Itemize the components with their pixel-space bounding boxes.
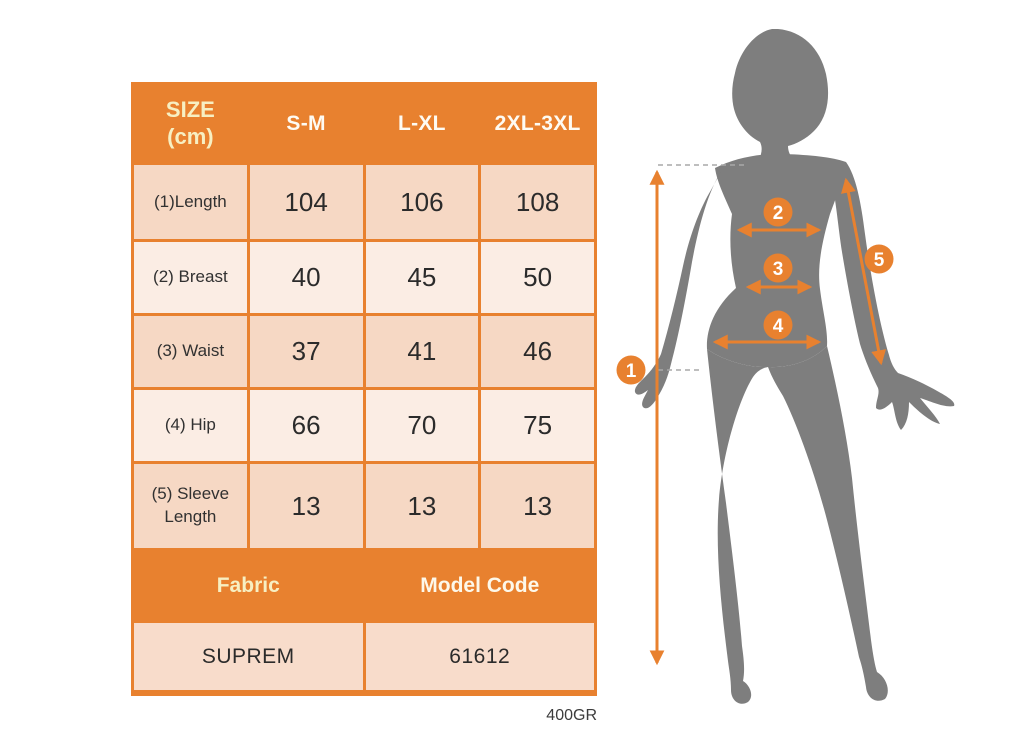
weight-note: 400GR [546,707,597,724]
breast-2xl3xl-value: 50 [523,262,553,292]
column-header-2xl3xl: 2XL-3XL [481,85,594,162]
head-shape [732,29,829,169]
column-header-sm-label: S-M [286,111,326,135]
sleeve-lxl-value: 13 [407,490,437,521]
row-waist-label-cell: (3) Waist [134,316,247,387]
length-lxl-value: 106 [400,186,444,217]
measure-marker-5: 5 [864,244,894,274]
hip-sm-value: 66 [291,410,321,440]
measure-marker-3: 3 [763,253,793,283]
size-table: SIZE (cm) S-M L-XL 2XL-3XL (1)Length 104… [131,82,597,696]
column-header-sm: S-M [249,85,363,162]
row-length-label-cell: (1)Length [134,165,247,239]
fabric-header-cell: Fabric [134,551,363,620]
right-leg-shape [768,346,888,701]
sleeve-lxl-cell: 13 [365,464,479,548]
marker-5-number: 5 [874,250,885,271]
fabric-header-label: Fabric [216,573,280,597]
measurement-arrows [649,169,886,666]
measure-marker-4: 4 [763,310,793,340]
breast-2xl3xl-cell: 50 [481,242,594,313]
fabric-value-cell: SUPREM [134,623,363,690]
sleeve-arrow [841,177,886,366]
hip-lxl-value: 70 [407,410,437,440]
marker-4-number: 4 [773,316,784,337]
marker-4-circle [763,310,793,340]
column-header-2xl3xl-label: 2XL-3XL [494,111,581,135]
breast-lxl-cell: 45 [365,242,479,313]
marker-2-circle [763,197,793,227]
breast-sm-cell: 40 [249,242,363,313]
row-waist-label: (3) Waist [156,341,225,361]
breast-lxl-value: 45 [407,262,437,292]
waist-sm-cell: 37 [249,316,363,387]
fabric-value: SUPREM [201,644,295,668]
row-hip-label: (4) Hip [164,415,216,435]
model-code-value: 61612 [449,644,511,668]
sleeve-sm-cell: 13 [249,464,363,548]
row-breast-label: (2) Breast [153,267,228,287]
row-sleeve-label: (5) Sleeve Length [151,484,230,526]
length-2xl3xl-cell: 108 [481,165,594,239]
waist-2xl3xl-cell: 46 [481,316,594,387]
dashed-guide-lines [658,164,746,371]
measure-marker-2: 2 [763,197,793,227]
model-code-header-label: Model Code [420,573,540,597]
marker-3-number: 3 [773,259,784,280]
row-breast-label-cell: (2) Breast [134,242,247,313]
waist-sm-value: 37 [291,336,321,366]
marker-3-circle [763,253,793,283]
female-body-silhouette [634,29,955,704]
hip-lxl-cell: 70 [365,390,479,461]
left-arm-shape [634,170,722,409]
size-header-line2: (cm) [167,123,214,149]
hip-2xl3xl-cell: 75 [481,390,594,461]
sleeve-sm-value: 13 [291,490,321,521]
marker-1-number: 1 [626,361,637,382]
row-length-label: (1)Length [153,191,227,211]
column-header-lxl-label: L-XL [397,111,446,135]
row-hip-label-cell: (4) Hip [134,390,247,461]
length-2xl3xl-value: 108 [515,186,560,217]
marker-5-circle [864,244,894,274]
size-header-line1: SIZE [165,97,215,123]
length-sm-value: 104 [284,186,328,217]
left-leg-shape [707,349,768,704]
hip-sm-cell: 66 [249,390,363,461]
female-silhouette-diagram: 1 2 3 4 5 [616,29,955,704]
measure-marker-1: 1 [616,355,646,385]
row-sleeve-label-cell: (5) Sleeve Length [134,464,247,548]
waist-lxl-cell: 41 [365,316,479,387]
waist-lxl-value: 41 [407,336,437,366]
column-header-lxl: L-XL [365,85,479,162]
marker-1-circle [616,355,646,385]
sleeve-2xl3xl-value: 13 [523,490,553,521]
sleeve-2xl3xl-cell: 13 [481,464,594,548]
model-code-header-cell: Model Code [365,551,594,620]
waist-2xl3xl-value: 46 [523,336,553,366]
measure-markers: 1 2 3 4 5 [616,197,894,385]
measurement-figure: 1 2 3 4 5 [600,0,1024,746]
length-lxl-cell: 106 [365,165,479,239]
marker-2-number: 2 [773,203,784,224]
model-code-value-cell: 61612 [365,623,594,690]
length-sm-cell: 104 [249,165,363,239]
hip-2xl3xl-value: 75 [523,410,553,440]
breast-sm-value: 40 [291,262,321,292]
size-header-cell: SIZE (cm) [134,85,247,162]
